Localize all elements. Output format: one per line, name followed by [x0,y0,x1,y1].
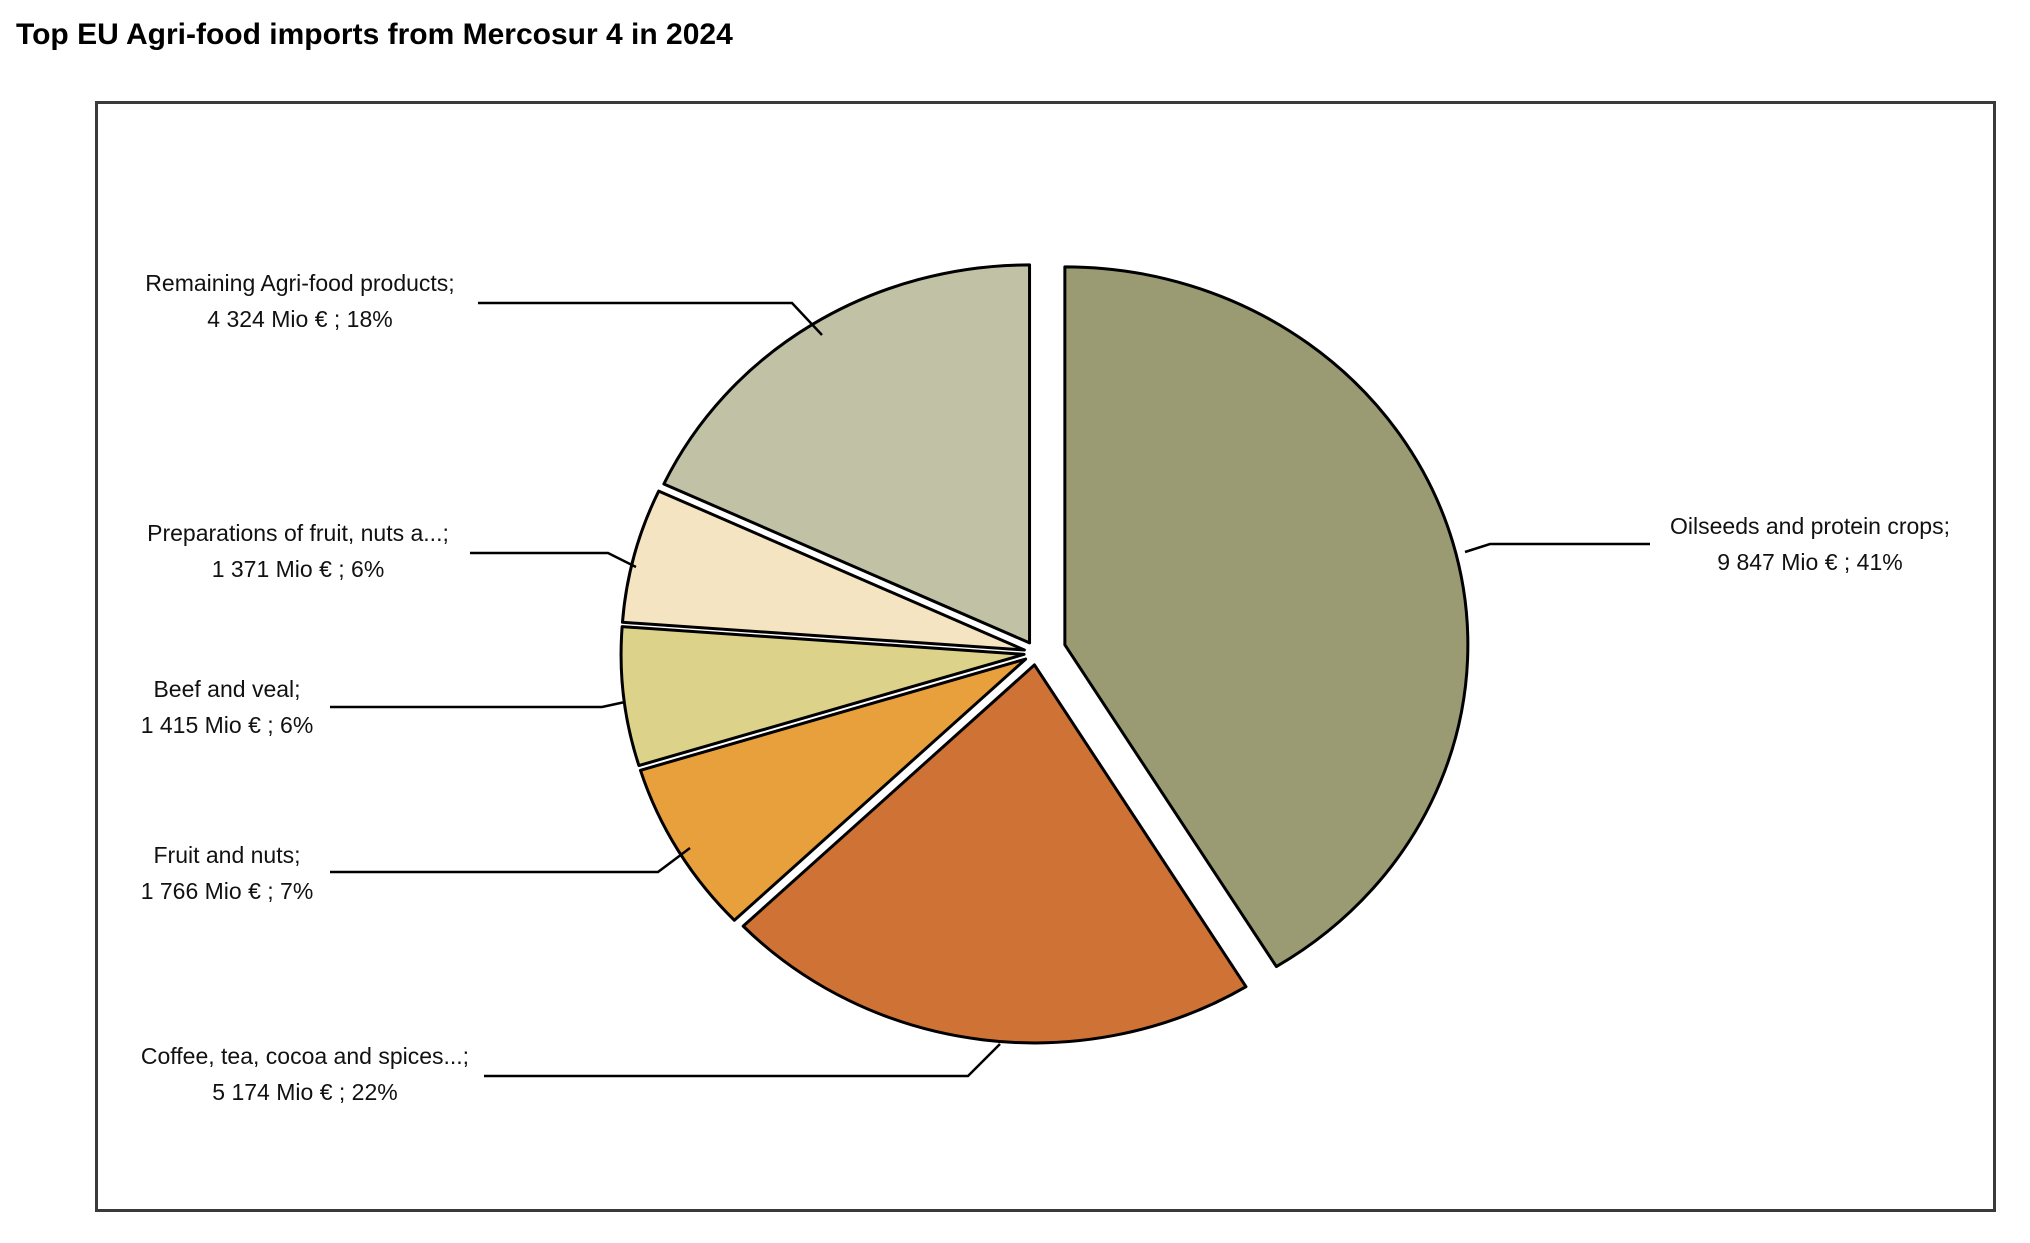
leader-line-5 [478,301,823,336]
leader-line-0 [1464,542,1650,554]
slice-label-value-5: 4 324 Mio € ; 18% [207,306,392,332]
leader-line-2 [330,847,691,874]
slice-label-value-1: 5 174 Mio € ; 22% [212,1079,397,1105]
slice-label-name-3: Beef and veal; [153,676,300,702]
slice-label-name-5: Remaining Agri-food products; [145,270,454,296]
pie-slice-2 [638,657,1028,922]
slice-label-1: Coffee, tea, cocoa and spices...; 5 174 M… [141,1043,469,1105]
slice-label-name-4: Preparations of fruit, nuts a...; [147,520,449,546]
pie-slice-3 [619,625,1026,768]
pie-slice-4 [620,489,1026,652]
slice-label-4: Preparations of fruit, nuts a...; 1 371 M… [147,520,449,582]
slice-label-value-3: 1 415 Mio € ; 6% [141,712,314,738]
pie-slice-1 [741,663,1248,1045]
slice-label-value-0: 9 847 Mio € ; 41% [1717,549,1902,575]
leader-line-4 [470,551,637,569]
slice-label-2: Fruit and nuts; 1 766 Mio € ; 7% [141,842,314,904]
slice-label-name-0: Oilseeds and protein crops; [1670,513,1950,539]
slice-label-value-4: 1 371 Mio € ; 6% [212,556,385,582]
slice-label-5: Remaining Agri-food products; 4 324 Mio €… [145,270,454,332]
slice-label-name-1: Coffee, tea, cocoa and spices...; [141,1043,469,1069]
chart-title: Top EU Agri-food imports from Mercosur 4… [16,18,733,51]
slice-label-3: Beef and veal; 1 415 Mio € ; 6% [141,676,314,738]
leader-line-1 [484,1043,1001,1078]
slice-label-value-2: 1 766 Mio € ; 7% [141,878,314,904]
slice-label-0: Oilseeds and protein crops; 9 847 Mio € ;… [1670,513,1950,575]
chart-frame [95,101,1996,1212]
pie-slice-0 [1063,265,1470,969]
slice-label-name-2: Fruit and nuts; [153,842,300,868]
leader-line-3 [330,700,626,709]
